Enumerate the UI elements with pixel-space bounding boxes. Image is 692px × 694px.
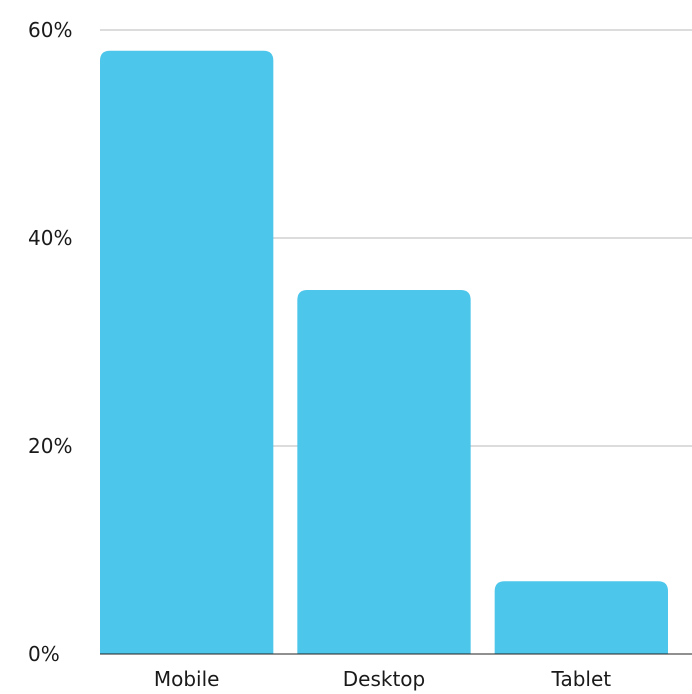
y-tick-label-20: 20%: [28, 434, 72, 458]
bar-mobile: [100, 50, 274, 655]
bar-layer: [100, 50, 668, 655]
bar-desktop: [297, 290, 471, 654]
y-tick-label-0: 0%: [28, 642, 60, 666]
label-layer: 0% 20% 40% 60% Mobile Desktop Tablet: [28, 18, 611, 691]
y-tick-label-60: 60%: [28, 18, 72, 42]
bar-tablet: [494, 581, 668, 654]
y-tick-label-40: 40%: [28, 226, 72, 250]
x-tick-label-tablet: Tablet: [551, 667, 612, 691]
x-tick-label-mobile: Mobile: [154, 667, 220, 691]
x-tick-label-desktop: Desktop: [343, 667, 425, 691]
